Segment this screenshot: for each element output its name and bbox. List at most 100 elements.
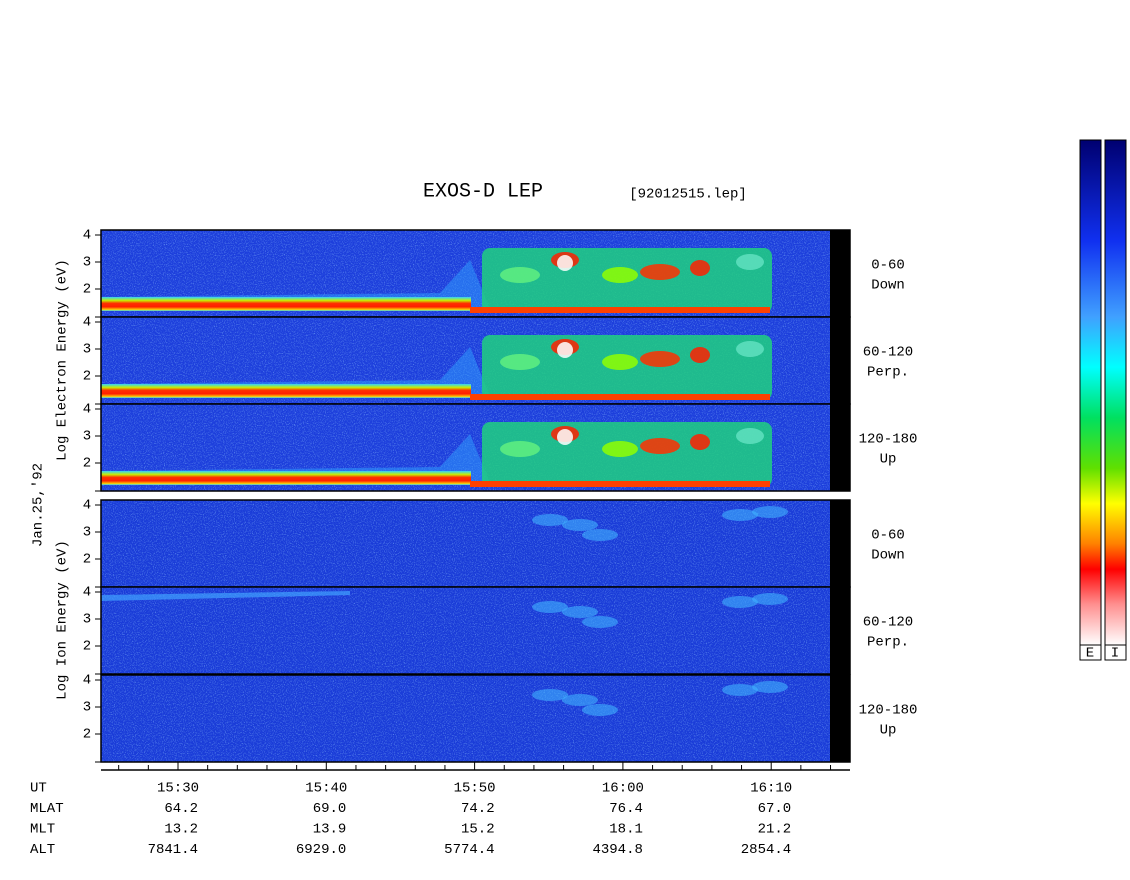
y-tick-label: 2 [83, 552, 91, 568]
orbit-value: 76.4 [609, 801, 643, 817]
orbit-value: 74.2 [461, 801, 495, 817]
colorbar-label-box [1104, 644, 1127, 661]
y-tick-label: 2 [83, 727, 91, 743]
flux-feature [602, 354, 638, 370]
low-energy-red [470, 394, 770, 400]
ion-band [101, 591, 350, 601]
y-tick-label: 2 [83, 369, 91, 385]
flux-feature [640, 438, 680, 454]
low-energy-red [470, 481, 770, 487]
orbit-value: 67.0 [758, 801, 792, 817]
time-label: 16:00 [602, 781, 644, 797]
flux-feature [752, 681, 788, 693]
row-label: MLT [30, 822, 55, 838]
time-label: 15:50 [454, 781, 496, 797]
flux-feature [602, 267, 638, 283]
direction: Perp. [867, 635, 909, 651]
y-tick-label: 3 [83, 612, 91, 628]
orbit-value: 64.2 [164, 801, 198, 817]
data-gap [830, 317, 850, 404]
colorbar-label: E [1086, 646, 1094, 662]
direction: Up [880, 452, 897, 468]
flux-feature [736, 428, 764, 444]
title: EXOS-D LEP [423, 180, 543, 203]
flux-feature [640, 264, 680, 280]
orbit-value: 4394.8 [592, 842, 642, 858]
spectrogram-panel [101, 500, 830, 587]
panel-frame [100, 403, 851, 492]
flux-feature [690, 260, 710, 276]
noise [101, 587, 830, 674]
flux-feature [562, 519, 598, 531]
flux-feature [736, 254, 764, 270]
y-tick-label: 2 [83, 456, 91, 472]
y-tick-label: 3 [83, 700, 91, 716]
direction: Down [871, 548, 905, 564]
noise [101, 500, 830, 587]
flux-feature [562, 694, 598, 706]
direction: Down [871, 278, 905, 294]
orbit-value: 18.1 [609, 822, 643, 838]
row-label: ALT [30, 842, 55, 858]
y-tick-label: 3 [83, 255, 91, 271]
panel-frame [100, 674, 851, 763]
flux-feature [690, 347, 710, 363]
flux-feature [582, 704, 618, 716]
orbit-value: 6929.0 [296, 842, 346, 858]
orbit-value: 13.2 [164, 822, 198, 838]
time-label: 15:40 [305, 781, 347, 797]
orbit-value: 13.9 [313, 822, 347, 838]
spectrogram-panel [101, 675, 830, 762]
flux-feature [582, 616, 618, 628]
flux-feature [557, 342, 573, 358]
pitch-angle: 60-120 [863, 345, 913, 361]
pitch-angle: 120-180 [859, 703, 918, 719]
flux-feature [500, 441, 540, 457]
photoelectron-band [101, 471, 471, 485]
ion-axis-label: Log Ion Energy (eV) [55, 540, 71, 700]
data-gap [830, 230, 850, 317]
colorbar-label: I [1111, 646, 1119, 662]
flux-feature [690, 434, 710, 450]
row-label: UT [30, 781, 47, 797]
flux-feature [752, 593, 788, 605]
data-gap [830, 404, 850, 491]
flux-feature [722, 684, 758, 696]
spectrogram-panel [101, 587, 830, 674]
time-label: 16:10 [750, 781, 792, 797]
flux-feature [602, 441, 638, 457]
spectrogram-panel [101, 404, 830, 491]
flux-feature [736, 341, 764, 357]
electron-axis-label: Log Electron Energy (eV) [55, 259, 71, 461]
colorbars: E I [1079, 139, 1127, 662]
orbit-value: 5774.4 [444, 842, 494, 858]
panel-frame [100, 586, 851, 675]
y-tick-label: 3 [83, 342, 91, 358]
photoelectron-band [101, 297, 471, 311]
pitch-angle: 60-120 [863, 615, 913, 631]
y-tick-label: 4 [83, 673, 91, 689]
time-label: 15:30 [157, 781, 199, 797]
flux-feature [752, 506, 788, 518]
orbit-value: 21.2 [758, 822, 792, 838]
colorbar [1104, 139, 1127, 646]
flux-feature [532, 689, 568, 701]
flux-feature [532, 514, 568, 526]
data-gap [830, 500, 850, 587]
y-tick-label: 2 [83, 639, 91, 655]
y-tick-label: 4 [83, 402, 91, 418]
row-label: MLAT [30, 801, 64, 817]
flux-feature [722, 509, 758, 521]
spectrogram-panel [101, 317, 830, 404]
direction: Perp. [867, 365, 909, 381]
spectrogram-panel [101, 230, 830, 317]
colorbar-label-box [1079, 644, 1102, 661]
flux-feature [557, 255, 573, 271]
noise [101, 675, 830, 762]
flux-feature [532, 601, 568, 613]
direction: Up [880, 723, 897, 739]
y-tick-label: 3 [83, 525, 91, 541]
flux-feature [557, 429, 573, 445]
flux-feature [722, 596, 758, 608]
flux-feature [582, 529, 618, 541]
